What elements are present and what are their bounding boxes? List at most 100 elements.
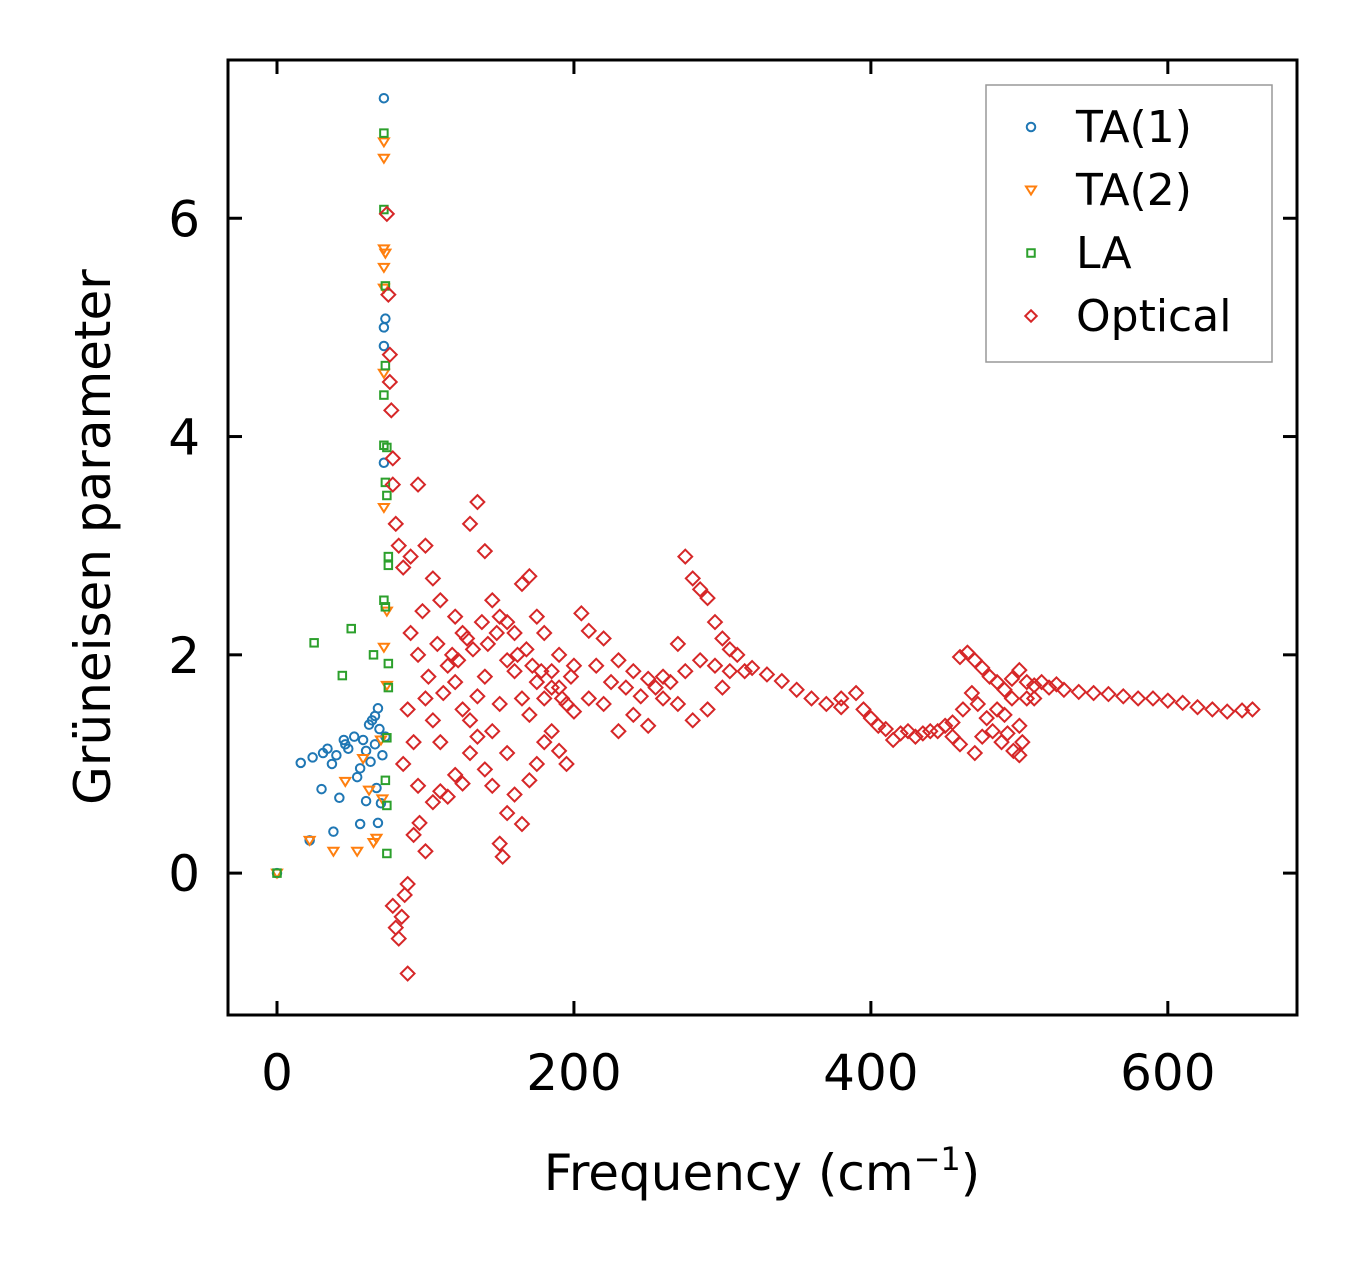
data-point	[543, 722, 560, 740]
data-point	[639, 670, 657, 688]
data-point	[399, 701, 416, 718]
data-point	[684, 712, 702, 729]
data-point	[506, 624, 523, 642]
data-point	[625, 662, 642, 680]
x-tick-label: 200	[526, 1044, 621, 1102]
data-point	[1244, 701, 1261, 718]
data-point	[383, 402, 400, 419]
data-point	[528, 608, 546, 625]
data-point	[1070, 683, 1088, 701]
data-point	[654, 690, 672, 707]
data-point	[506, 662, 523, 680]
data-point	[446, 608, 464, 625]
data-point	[432, 591, 449, 609]
data-point	[884, 731, 902, 749]
data-point	[417, 537, 434, 554]
data-point	[393, 908, 411, 926]
data-point	[350, 846, 364, 858]
data-point	[377, 137, 391, 149]
data-point	[550, 742, 568, 760]
data-point	[706, 657, 724, 675]
data-point	[1100, 685, 1117, 703]
data-point	[951, 736, 969, 753]
data-point	[432, 782, 449, 800]
data-point	[966, 651, 984, 669]
data-point	[1144, 690, 1162, 707]
data-point	[993, 733, 1010, 751]
data-point	[929, 722, 947, 740]
data-point	[513, 815, 531, 833]
data-point	[610, 651, 627, 669]
data-point	[699, 589, 716, 607]
data-point	[476, 668, 494, 685]
y-ticks: 0 2 4 6	[168, 190, 1297, 903]
data-point	[518, 641, 535, 658]
data-point	[396, 886, 413, 904]
data-point	[417, 690, 434, 707]
data-point	[1025, 690, 1043, 707]
data-point	[360, 745, 372, 757]
data-point	[855, 701, 872, 718]
data-point	[647, 679, 664, 696]
data-point	[899, 722, 917, 740]
data-point	[272, 868, 282, 878]
data-point	[354, 818, 366, 830]
data-point	[1003, 690, 1021, 707]
data-point	[528, 673, 546, 691]
data-point	[498, 651, 516, 669]
data-point	[996, 706, 1013, 724]
x-tick-label: 400	[823, 1044, 918, 1102]
data-point	[378, 322, 390, 333]
data-point	[788, 681, 805, 699]
data-point	[469, 493, 486, 511]
data-point	[375, 798, 387, 809]
data-point	[1129, 690, 1147, 707]
data-point	[832, 690, 850, 707]
data-point	[706, 613, 724, 631]
data-point	[429, 635, 446, 653]
data-point	[331, 749, 342, 761]
data-point	[513, 575, 531, 593]
data-point	[328, 826, 339, 837]
data-point	[362, 785, 376, 797]
data-point	[1204, 701, 1221, 718]
data-point	[580, 690, 598, 707]
data-point	[736, 662, 753, 680]
data-point	[334, 792, 345, 804]
data-point	[562, 668, 580, 685]
data-point	[402, 624, 419, 642]
data-point	[378, 205, 396, 223]
data-point	[399, 875, 416, 893]
data-point	[454, 701, 471, 718]
data-point	[1189, 698, 1206, 716]
data-point	[379, 128, 389, 138]
data-point	[969, 695, 987, 713]
data-point	[1085, 684, 1102, 702]
data-point	[1114, 687, 1132, 705]
data-point	[944, 728, 961, 745]
data-point	[803, 690, 820, 707]
data-point	[382, 848, 392, 859]
data-point	[498, 804, 516, 822]
data-point	[550, 646, 568, 664]
data-point	[381, 373, 399, 391]
data-point	[377, 642, 391, 654]
data-point	[382, 733, 392, 743]
data-point	[380, 286, 397, 303]
data-point	[461, 744, 479, 762]
series-ta-1-	[271, 92, 391, 879]
data-point	[374, 723, 385, 735]
data-point	[479, 635, 497, 653]
data-point	[461, 515, 479, 533]
data-point	[356, 754, 370, 765]
data-point	[535, 690, 553, 707]
data-point	[996, 681, 1013, 699]
data-point	[676, 662, 694, 680]
data-point	[498, 613, 516, 631]
data-point	[309, 638, 319, 648]
y-axis-label: Grüneisen parameter	[64, 269, 122, 805]
data-point	[449, 651, 467, 669]
data-point	[302, 835, 317, 847]
data-point	[498, 744, 516, 762]
